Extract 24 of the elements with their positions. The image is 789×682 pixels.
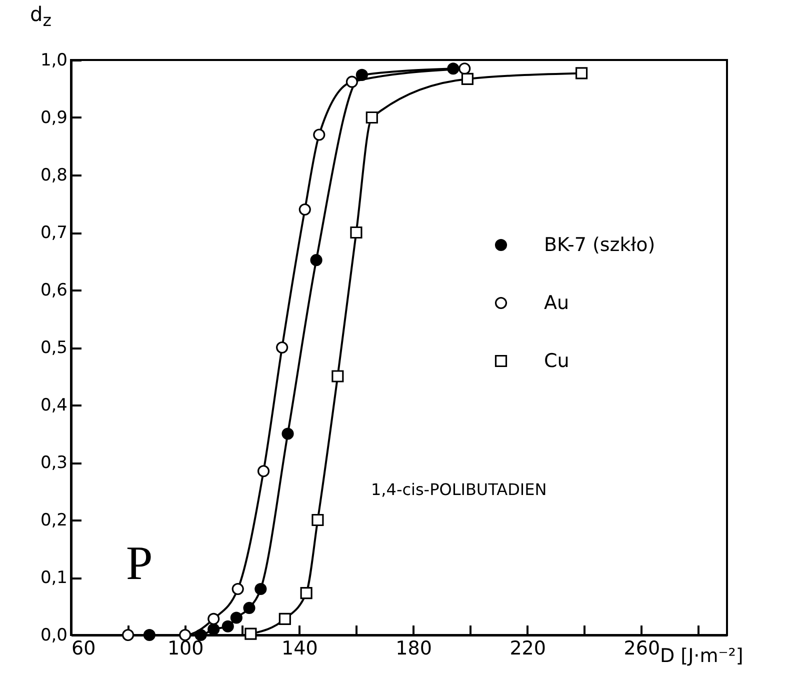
x-tick-label: 180 — [396, 638, 432, 660]
x-tick-label: 60 — [72, 638, 96, 660]
legend-label: Au — [544, 292, 570, 314]
y-tick-label: 0,5 — [40, 338, 68, 358]
y-tick-label: 0,6 — [40, 280, 68, 300]
y-tick-label: 1,0 — [40, 50, 68, 70]
y-tick-label: 0,3 — [40, 453, 68, 473]
x-tick-label: 260 — [624, 638, 660, 660]
x-tick-label: 220 — [510, 638, 546, 660]
x-tick-label: 100 — [167, 638, 204, 660]
y-tick-label: 0,8 — [40, 166, 68, 186]
y-tick-label: 0,1 — [40, 568, 68, 588]
x-axis-title: D [J·m⁻²] — [660, 645, 744, 667]
x-tick-label: 140 — [282, 638, 318, 660]
annotation: 1,4-cis-POLIBUTADIEN — [371, 480, 547, 499]
y-tick-label: 0,4 — [40, 396, 68, 416]
y-axis-title: d$_{z}$ — [30, 2, 52, 30]
y-tick-label: 0,2 — [40, 510, 68, 530]
legend-label: BK-7 (szkło) — [544, 234, 656, 256]
y-tick-label: 0,7 — [40, 223, 68, 243]
y-tick-label: 0,9 — [40, 108, 68, 128]
legend-label: Cu — [544, 350, 570, 372]
y-tick-label: 0,0 — [40, 626, 68, 646]
annotation: P — [126, 537, 153, 590]
